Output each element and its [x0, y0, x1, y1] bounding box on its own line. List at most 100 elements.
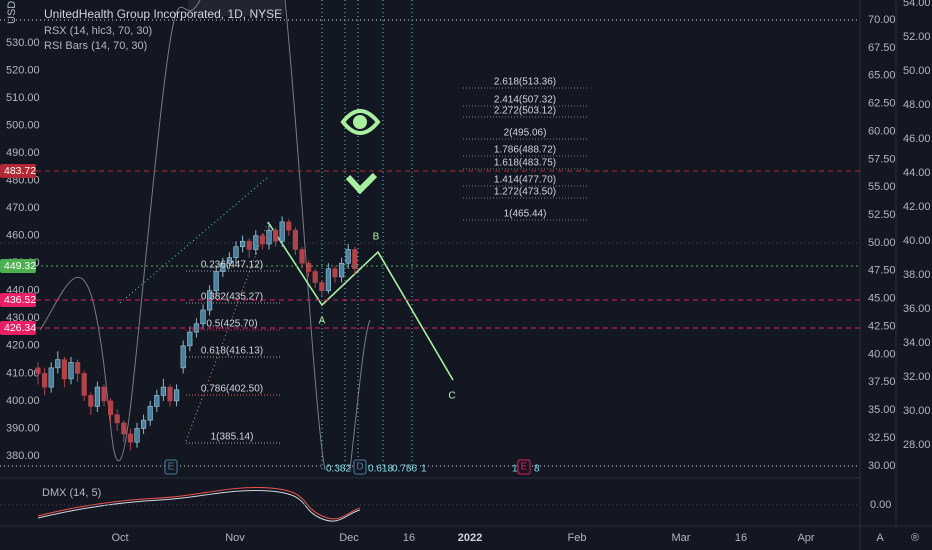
- rsx-tick: 50.00: [868, 237, 896, 249]
- rsx-tick: 40.00: [868, 348, 896, 360]
- log-button[interactable]: ®: [911, 532, 919, 544]
- candle-body: [253, 235, 259, 250]
- time-tick: Feb: [568, 532, 587, 544]
- event-badge: [353, 459, 367, 475]
- candle-body: [338, 262, 345, 278]
- rsi-tick: 44.00: [903, 167, 931, 179]
- fib-diagonal: [185, 221, 269, 442]
- fib-ext-label: 2.618(513.36): [494, 77, 556, 88]
- candle-body: [167, 386, 173, 402]
- rsi-tick: 28.00: [903, 439, 931, 451]
- candle-body: [292, 229, 299, 250]
- price-tick: 520.00: [6, 64, 40, 76]
- candle-body: [305, 262, 312, 272]
- dmx-signal: [37, 489, 361, 522]
- candle-body: [319, 282, 325, 292]
- indicator: RSX (14, hlc3, 70, 30): [44, 25, 152, 37]
- fib-label: 1(385.14): [211, 432, 254, 443]
- event-label: E: [168, 462, 175, 473]
- fib-ext-label: 1.414(477.70): [494, 175, 556, 186]
- time-tick: 16: [403, 532, 415, 544]
- candle-body: [141, 419, 147, 429]
- fib-label: 0.5(425.70): [206, 319, 257, 330]
- fib-label: 0.236(447.12): [201, 260, 263, 271]
- rsi-tick: 40.00: [903, 235, 931, 247]
- fib-ext-label: 1(465.44): [504, 209, 547, 220]
- event-label: D: [356, 462, 363, 473]
- elliott-wave: [267, 221, 454, 381]
- fib-time-label: 1: [512, 464, 518, 475]
- rsi-tick: 42.00: [903, 201, 931, 213]
- price-tag: [0, 321, 36, 335]
- time-tick: Nov: [225, 532, 245, 544]
- title: UnitedHealth Group Incorporated, 1D, NYS…: [44, 7, 282, 21]
- rsi-tick: 30.00: [903, 405, 931, 417]
- candle-body: [240, 240, 246, 248]
- fib-time-label: 8: [534, 464, 540, 475]
- fib-ext-label: 1.272(473.50): [494, 187, 556, 198]
- time-tick: Apr: [797, 532, 814, 544]
- price-tick: 420.00: [6, 340, 40, 352]
- eye-icon: [340, 109, 381, 135]
- time-tick: Mar: [672, 532, 691, 544]
- candle-body: [114, 414, 120, 424]
- candle-body: [345, 249, 351, 264]
- price-tick: 530.00: [6, 37, 40, 49]
- candle-body: [259, 235, 266, 245]
- fib-label: 0.786(402.50): [201, 384, 263, 395]
- candle-body: [68, 362, 74, 380]
- rsi-tick: 48.00: [903, 99, 931, 111]
- candle-body: [246, 240, 252, 250]
- rsi-tick: 50.00: [903, 65, 931, 77]
- price-tick: 380.00: [6, 450, 40, 462]
- rsx-tick: 45.00: [868, 293, 896, 305]
- rsx-tick: 47.50: [868, 265, 896, 277]
- candle-body: [88, 395, 94, 407]
- trend-line: [119, 176, 269, 304]
- candle-body: [101, 386, 107, 402]
- rsi-tick: 38.00: [903, 269, 931, 281]
- rsx-tick: 65.00: [868, 70, 896, 82]
- fib-ext-label: 2(495.06): [504, 128, 547, 139]
- candle-body: [160, 386, 167, 396]
- candle-body: [75, 362, 81, 374]
- event-label: E: [521, 462, 528, 473]
- rsx-tick: 30.00: [868, 460, 896, 472]
- rsx-tick: 70.00: [868, 14, 896, 26]
- candle-body: [127, 433, 134, 443]
- candle-body: [94, 386, 100, 407]
- candle-body: [48, 367, 54, 388]
- candle-body: [147, 406, 153, 421]
- rsi-tick: 32.00: [903, 371, 931, 383]
- candle-body: [35, 367, 41, 374]
- event-badge: [164, 459, 178, 475]
- candle-body: [61, 359, 67, 380]
- candle-body: [154, 395, 160, 407]
- fib-ext-label: 2.414(507.32): [494, 95, 556, 106]
- price-tick: 470.00: [6, 202, 40, 214]
- price-tag-label: 449.32: [4, 260, 36, 272]
- price-tick: 410.00: [6, 367, 40, 379]
- candle-body: [55, 359, 61, 369]
- rsx-tick: 60.00: [868, 125, 896, 137]
- rsx-curve: [39, 0, 371, 471]
- chevron-icon: [345, 172, 378, 195]
- time-tick: 16: [735, 532, 747, 544]
- auto-button[interactable]: A: [876, 532, 884, 544]
- fib-ext-label: 1.618(483.75): [494, 158, 556, 169]
- wave-label: A: [319, 316, 326, 327]
- candle-body: [213, 271, 219, 292]
- candle-body: [352, 249, 358, 270]
- price-tag-label: 426.34: [4, 322, 36, 334]
- rsx-tick: 35.00: [868, 404, 896, 416]
- price-tick: 460.00: [6, 230, 40, 242]
- candle-body: [134, 428, 140, 443]
- candle-body: [41, 373, 48, 388]
- price-tag: [0, 259, 36, 273]
- candle-body: [299, 249, 305, 264]
- rsx-tick: 67.50: [868, 42, 896, 54]
- currency: USD: [6, 1, 18, 24]
- time-tick: Oct: [111, 532, 128, 544]
